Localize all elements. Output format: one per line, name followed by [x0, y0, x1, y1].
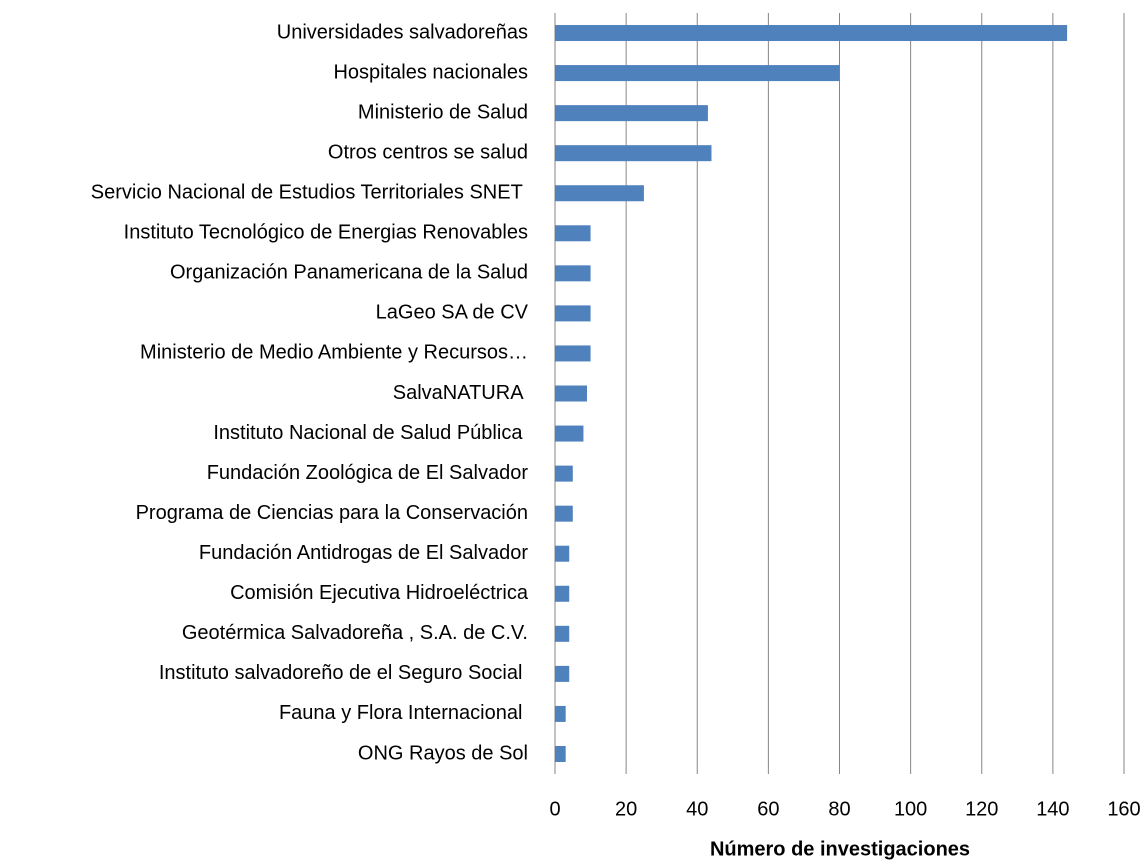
y-tick-label: Fauna y Flora Internacional	[279, 702, 528, 724]
y-tick-label: Fundación Zoológica de El Salvador	[207, 462, 529, 484]
bar	[555, 545, 570, 562]
y-tick-label: ONG Rayos de Sol	[358, 742, 528, 764]
x-tick-label: 20	[615, 798, 637, 820]
y-tick-label: Instituto salvadoreño de el Seguro Socia…	[159, 662, 528, 684]
y-tick-label: Universidades salvadoreñas	[277, 21, 528, 43]
y-tick-label: Fundación Antidrogas de El Salvador	[199, 542, 528, 564]
bar	[555, 465, 573, 482]
y-tick-label: LaGeo SA de CV	[376, 302, 529, 324]
bar	[555, 265, 591, 282]
y-tick-label: Ministerio de Medio Ambiente y Recursos…	[140, 342, 528, 364]
bar	[555, 305, 591, 322]
x-tick-label: 120	[965, 798, 998, 820]
y-tick-label: Ministerio de Salud	[358, 101, 528, 123]
x-tick-label: 100	[894, 798, 927, 820]
x-axis-title: Número de investigaciones	[710, 838, 970, 860]
y-tick-label: Organización Panamericana de la Salud	[170, 262, 528, 284]
bar	[555, 225, 591, 242]
bar	[555, 745, 566, 762]
x-tick-label: 0	[549, 798, 560, 820]
y-tick-label: Otros centros se salud	[328, 141, 528, 163]
bar	[555, 705, 566, 722]
bar	[555, 65, 840, 82]
bar	[555, 505, 573, 522]
bar	[555, 185, 644, 202]
x-tick-label: 160	[1107, 798, 1140, 820]
y-tick-label: SalvaNATURA	[393, 382, 528, 404]
y-tick-label: Programa de Ciencias para la Conservació…	[136, 502, 528, 524]
x-tick-label: 140	[1036, 798, 1069, 820]
bar	[555, 145, 712, 162]
x-tick-label: 40	[686, 798, 708, 820]
y-tick-label: Geotérmica Salvadoreña , S.A. de C.V.	[182, 622, 528, 644]
bar	[555, 585, 570, 602]
y-tick-label: Hospitales nacionales	[333, 61, 528, 83]
bar	[555, 25, 1068, 42]
bar	[555, 385, 588, 402]
bar	[555, 425, 584, 442]
x-tick-label: 80	[828, 798, 850, 820]
y-tick-label: Instituto Nacional de Salud Pública	[213, 422, 528, 444]
x-tick-label: 60	[757, 798, 779, 820]
y-tick-label: Comisión Ejecutiva Hidroeléctrica	[230, 582, 529, 604]
y-tick-label: Instituto Tecnológico de Energias Renova…	[124, 222, 528, 244]
y-tick-label: Servicio Nacional de Estudios Territoria…	[91, 182, 528, 204]
bar	[555, 625, 570, 642]
bar	[555, 345, 591, 362]
bar	[555, 105, 708, 122]
bar	[555, 665, 570, 682]
